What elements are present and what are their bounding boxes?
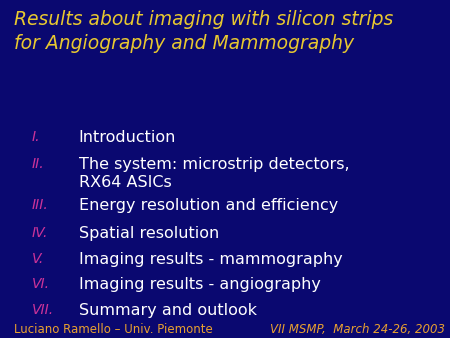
Text: I.: I. xyxy=(32,130,40,144)
Text: IV.: IV. xyxy=(32,226,48,240)
Text: Energy resolution and efficiency: Energy resolution and efficiency xyxy=(79,198,338,213)
Text: Imaging results - mammography: Imaging results - mammography xyxy=(79,252,342,267)
Text: Spatial resolution: Spatial resolution xyxy=(79,226,219,241)
Text: V.: V. xyxy=(32,252,44,266)
Text: VII.: VII. xyxy=(32,303,54,316)
Text: VII MSMP,  March 24-26, 2003: VII MSMP, March 24-26, 2003 xyxy=(270,323,445,336)
Text: Luciano Ramello – Univ. Piemonte
Orientale and INFN, Alessandria: Luciano Ramello – Univ. Piemonte Orienta… xyxy=(14,323,212,338)
Text: Results about imaging with silicon strips
for Angiography and Mammography: Results about imaging with silicon strip… xyxy=(14,10,393,53)
Text: Imaging results - angiography: Imaging results - angiography xyxy=(79,277,320,292)
Text: VI.: VI. xyxy=(32,277,50,291)
Text: Summary and outlook: Summary and outlook xyxy=(79,303,257,317)
Text: III.: III. xyxy=(32,198,48,212)
Text: II.: II. xyxy=(32,157,44,171)
Text: The system: microstrip detectors,
RX64 ASICs: The system: microstrip detectors, RX64 A… xyxy=(79,157,349,190)
Text: Introduction: Introduction xyxy=(79,130,176,145)
